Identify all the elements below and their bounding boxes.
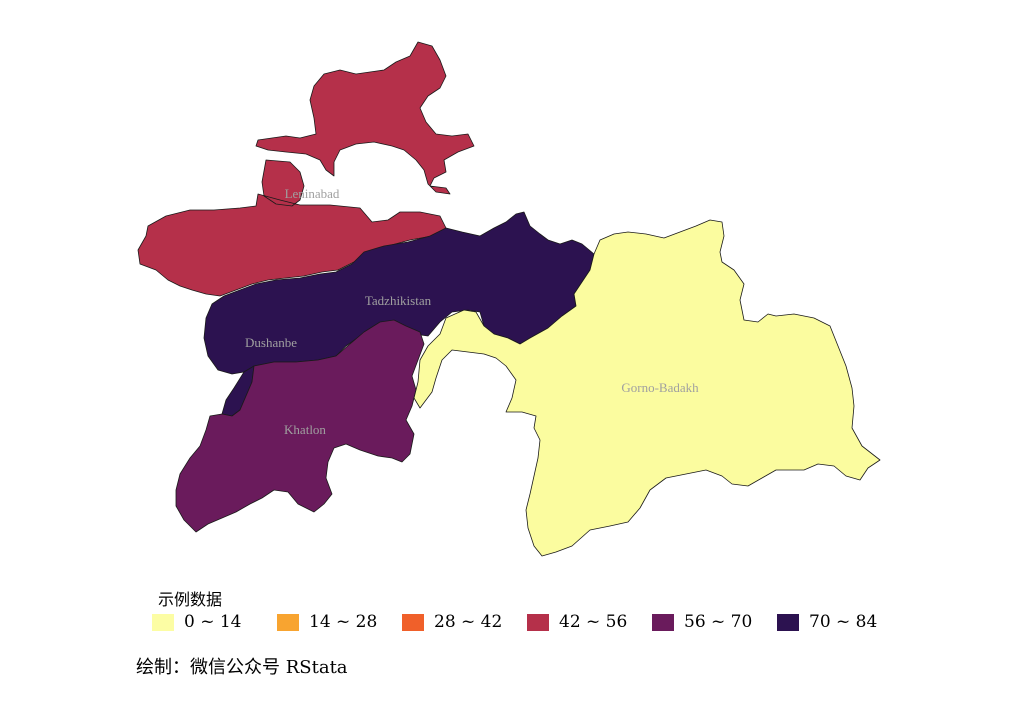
region-label-dushanbe: Dushanbe (245, 335, 297, 350)
region-khatlon (175, 319, 425, 533)
legend-item: 56 ~ 70 (652, 612, 777, 632)
region-gorno-badakh (413, 219, 881, 557)
region-label-gorno-badakh: Gorno-Badakh (621, 380, 699, 395)
legend-item: 42 ~ 56 (527, 612, 652, 632)
legend-label: 70 ~ 84 (809, 612, 878, 632)
region-label-leninabad: Leninabad (285, 186, 340, 201)
legend-swatch (652, 613, 674, 631)
legend-label: 0 ~ 14 (184, 612, 242, 632)
legend-swatch (277, 613, 299, 631)
legend-item: 0 ~ 14 (152, 612, 277, 632)
legend-item: 14 ~ 28 (277, 612, 402, 632)
region-label-khatlon: Khatlon (284, 422, 326, 437)
legend-item: 28 ~ 42 (402, 612, 527, 632)
region-label-tadzhikistan: Tadzhikistan (365, 293, 432, 308)
legend-label: 14 ~ 28 (309, 612, 378, 632)
choropleth-map: Leninabad Tadzhikistan Dushanbe Khatlon … (137, 41, 881, 557)
map-legend: 示例数据 0 ~ 14 14 ~ 28 28 ~ 42 42 ~ 56 56 ~… (152, 586, 912, 636)
legend-swatch (777, 613, 799, 631)
legend-label: 42 ~ 56 (559, 612, 628, 632)
legend-label: 28 ~ 42 (434, 612, 503, 632)
legend-item: 70 ~ 84 (777, 612, 902, 632)
legend-swatch (152, 613, 174, 631)
caption-text: 绘制：微信公众号 RStata (136, 657, 348, 678)
legend-swatch (402, 613, 424, 631)
region-leninabad (137, 41, 475, 297)
legend-title: 示例数据 (158, 590, 223, 609)
legend-swatch (527, 613, 549, 631)
legend-label: 56 ~ 70 (684, 612, 753, 632)
legend-items: 0 ~ 14 14 ~ 28 28 ~ 42 42 ~ 56 56 ~ 70 7… (152, 612, 902, 632)
